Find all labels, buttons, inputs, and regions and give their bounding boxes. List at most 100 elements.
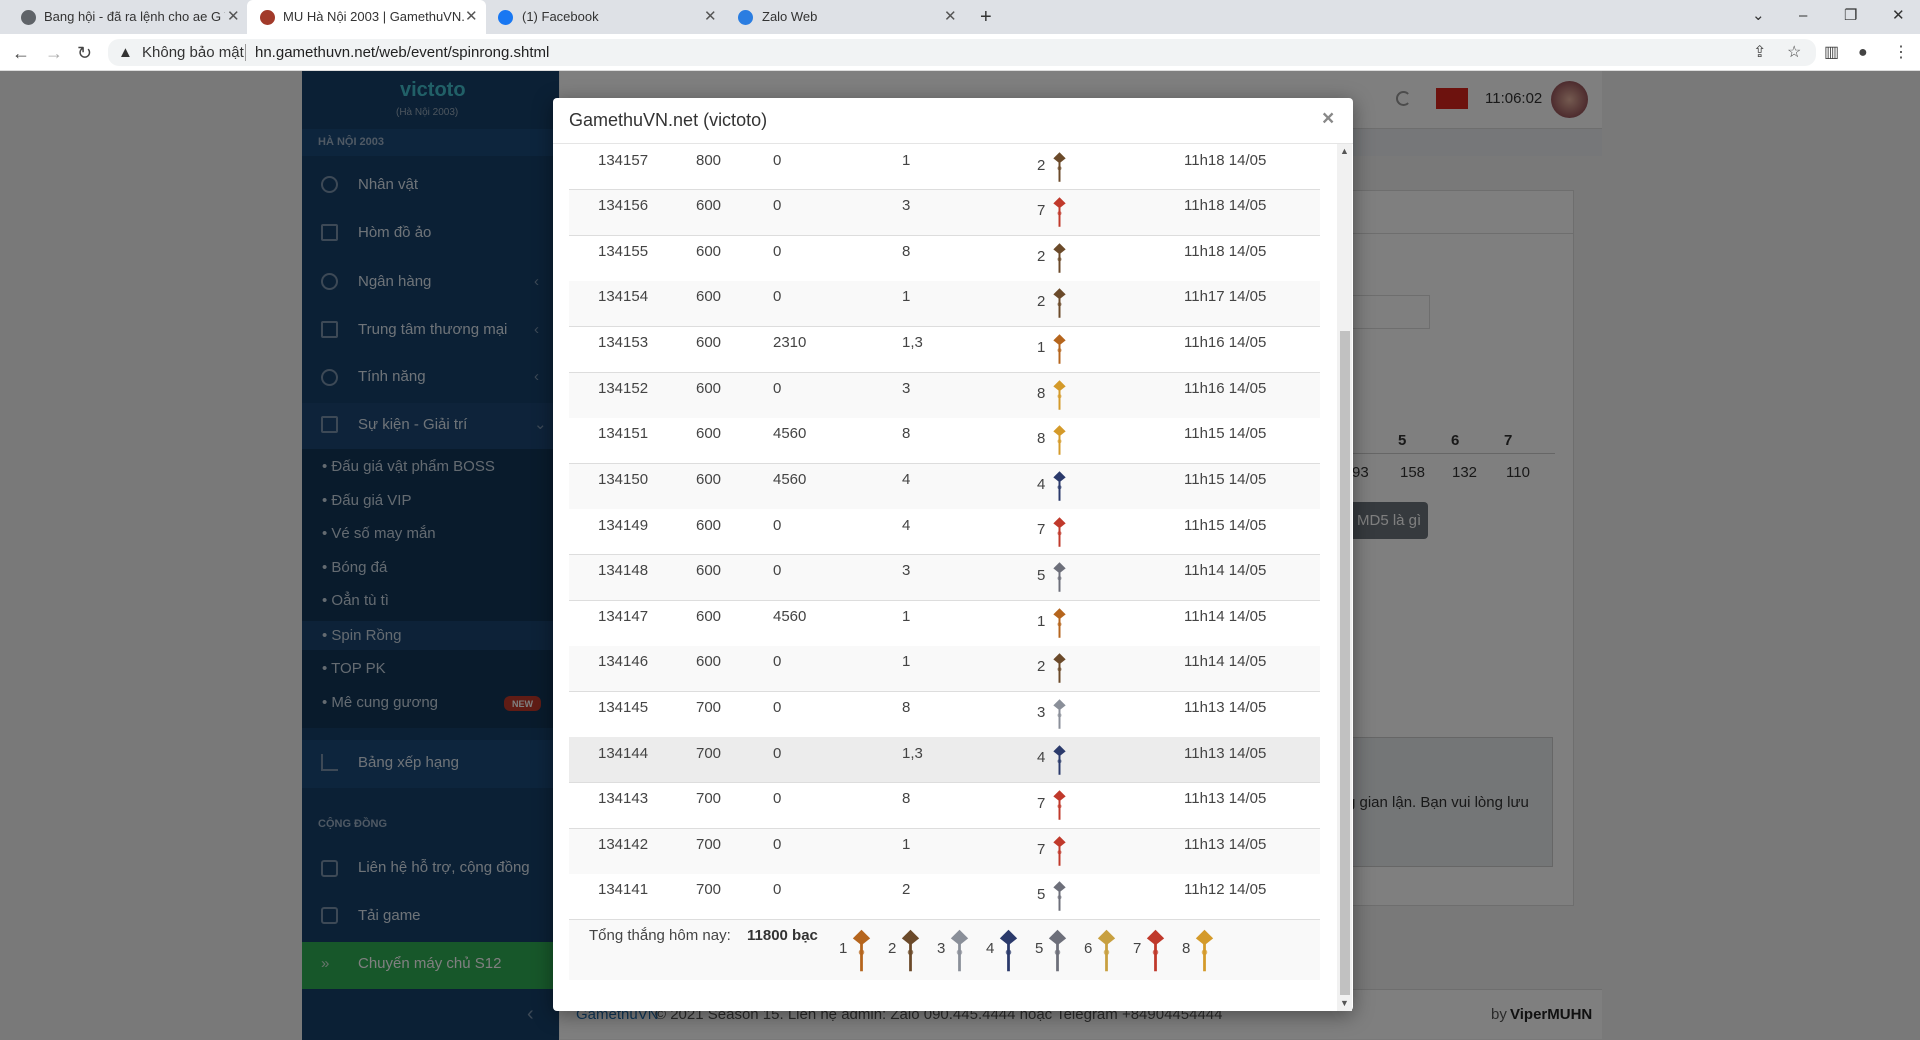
tab-title[interactable]: Zalo Web (762, 9, 818, 24)
table-cell: 600 (696, 380, 722, 397)
nav-button[interactable]: ↻ (77, 43, 93, 63)
table-cell: 134141 (598, 881, 649, 898)
table-cell: 1 (902, 288, 911, 305)
item-icon-graphic (1053, 745, 1066, 775)
scroll-down[interactable]: ▼ (1340, 998, 1349, 1008)
table-cell: 134154 (598, 288, 649, 305)
item-number: 1 (1037, 339, 1046, 356)
toolbar-button[interactable]: ● (1858, 44, 1868, 61)
item-icon (1052, 333, 1067, 365)
table-cell: 600 (696, 653, 722, 670)
tab-close[interactable]: ✕ (465, 8, 478, 25)
modal-title: GamethuVN.net (victoto) (569, 110, 768, 130)
new-tab[interactable]: + (980, 6, 992, 28)
nav-button[interactable]: ← (12, 43, 30, 63)
nav-button[interactable]: → (45, 43, 63, 63)
tab-title[interactable]: MU Hà Nội 2003 | GamethuVN.n (283, 9, 464, 24)
item-number: 4 (1037, 476, 1046, 493)
item-icon (1052, 880, 1067, 912)
table-cell: 2310 (773, 334, 807, 351)
window-control[interactable]: – (1799, 7, 1808, 24)
table-cell: 0 (773, 745, 782, 762)
item-icon (1052, 698, 1067, 730)
table-cell: 0 (773, 152, 782, 169)
item-icon-graphic (1053, 653, 1066, 683)
item-icon (1052, 607, 1067, 639)
item-icon-graphic (1053, 288, 1066, 318)
item-icon (1052, 470, 1067, 502)
table-cell: 11h15 14/05 (1184, 517, 1267, 534)
table-cell: 0 (773, 836, 782, 853)
item-icon (1052, 196, 1067, 228)
table-cell: 11h16 14/05 (1184, 380, 1267, 397)
legend-number: 8 (1182, 940, 1191, 957)
table-cell: 700 (696, 836, 722, 853)
item-icon-graphic (950, 929, 969, 972)
table-cell: 700 (696, 790, 722, 807)
table-cell: 11h13 14/05 (1184, 836, 1267, 853)
tab-favicon[interactable] (21, 10, 36, 25)
tab-title[interactable]: (1) Facebook (522, 9, 599, 24)
table-row (569, 418, 1320, 464)
scrollbar-thumb[interactable] (1340, 331, 1350, 995)
item-icon-graphic (1195, 929, 1214, 972)
item-icon (1052, 151, 1067, 183)
table-cell: 11h13 14/05 (1184, 790, 1267, 807)
table-cell: 11h12 14/05 (1184, 881, 1267, 898)
table-cell: 0 (773, 197, 782, 214)
table-cell: 11h13 14/05 (1184, 699, 1267, 716)
item-icon-graphic (1053, 334, 1066, 364)
table-cell: 134157 (598, 152, 649, 169)
table-cell: 134151 (598, 425, 649, 442)
item-icon (1052, 287, 1067, 319)
toolbar-button[interactable]: ☆ (1787, 44, 1802, 61)
table-cell: 0 (773, 653, 782, 670)
legend-number: 7 (1133, 940, 1142, 957)
item-icon (1096, 928, 1117, 973)
tab-close[interactable]: ✕ (704, 8, 717, 25)
table-cell: 1 (902, 653, 911, 670)
modal-close[interactable]: × (1322, 107, 1335, 130)
scroll-up[interactable]: ▲ (1340, 146, 1349, 156)
tab-close[interactable]: ✕ (944, 8, 957, 25)
toolbar-button[interactable]: ⋮ (1893, 44, 1909, 61)
item-number: 4 (1037, 749, 1046, 766)
table-cell: 1 (902, 836, 911, 853)
table-cell: 11h18 14/05 (1184, 197, 1267, 214)
table-cell: 11h18 14/05 (1184, 152, 1267, 169)
toolbar-button[interactable]: ▥ (1824, 44, 1840, 61)
table-row (569, 874, 1320, 920)
security-label[interactable]: Không bảo mật (142, 44, 244, 61)
table-row (569, 464, 1320, 510)
table-cell: 11h14 14/05 (1184, 653, 1267, 670)
table-row (569, 737, 1320, 783)
table-cell: 0 (773, 380, 782, 397)
table-cell: 134144 (598, 745, 649, 762)
table-cell: 0 (773, 517, 782, 534)
url[interactable]: hn.gamethuvn.net/web/event/spinrong.shtm… (255, 44, 550, 61)
tab-favicon[interactable] (260, 10, 275, 25)
item-icon-graphic (1053, 425, 1066, 455)
table-cell: 134156 (598, 197, 649, 214)
active-tab[interactable] (247, 0, 486, 34)
tab-close[interactable]: ✕ (227, 8, 240, 25)
table-cell: 134152 (598, 380, 649, 397)
toolbar-button[interactable]: ⇪ (1753, 44, 1767, 61)
item-number: 7 (1037, 795, 1046, 812)
window-control[interactable]: ✕ (1892, 7, 1905, 24)
window-control[interactable]: ❐ (1844, 7, 1858, 24)
item-icon (1052, 789, 1067, 821)
table-cell: 600 (696, 517, 722, 534)
tab-favicon[interactable] (738, 10, 753, 25)
tab-favicon[interactable] (498, 10, 513, 25)
item-number: 3 (1037, 704, 1046, 721)
tab-title[interactable]: Bang hội - đã ra lệnh cho ae G Tà (44, 9, 225, 24)
item-number: 8 (1037, 385, 1046, 402)
table-cell: 600 (696, 608, 722, 625)
window-control[interactable]: ⌄ (1752, 7, 1765, 24)
table-cell: 1 (902, 608, 911, 625)
table-cell: 0 (773, 699, 782, 716)
omnibox[interactable] (108, 39, 1816, 66)
table-cell: 600 (696, 471, 722, 488)
item-icon-graphic (1053, 836, 1066, 866)
